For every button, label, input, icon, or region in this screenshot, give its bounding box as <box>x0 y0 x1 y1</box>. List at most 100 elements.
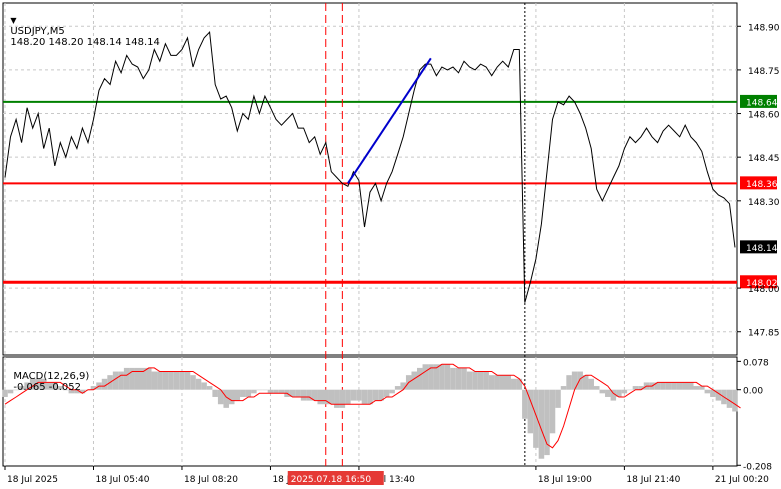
macd-histogram-bar <box>317 389 323 405</box>
macd-histogram-bar <box>168 371 174 390</box>
macd-histogram-bar <box>499 375 506 390</box>
price-tick-label: 148.00 <box>748 285 780 295</box>
macd-histogram-bar <box>240 389 246 397</box>
macd-histogram-bar <box>699 386 705 390</box>
macd-label: MACD(12,26,9) <box>13 371 90 382</box>
macd-histogram-bar <box>450 367 456 390</box>
macd-histogram-bar <box>328 389 335 405</box>
price-levels: 148.64 148.36 148.02 <box>3 94 778 289</box>
macd-histogram-bar <box>206 386 213 390</box>
macd-histogram-bar <box>627 389 633 391</box>
macd-histogram-bar <box>527 389 534 434</box>
macd-histogram-bar <box>433 364 440 390</box>
level-label-bg <box>740 176 777 190</box>
price-tick-label: 148.30 <box>748 198 780 208</box>
macd-histogram-bar <box>654 382 661 390</box>
macd-histogram-bar <box>151 371 158 390</box>
macd-histogram-bar <box>356 389 362 401</box>
macd-histogram-bar <box>223 389 229 408</box>
macd-histogram-bar <box>389 389 395 394</box>
macd-histogram-bar <box>461 367 467 390</box>
macd-histogram-bar <box>112 371 119 390</box>
macd-histogram-bar <box>577 371 583 390</box>
macd-histogram-bar <box>494 375 500 390</box>
macd-histogram-bar <box>372 389 379 401</box>
chart-header: ▼ USDJPY,M5 148.20 148.20 148.14 148.14 <box>4 4 160 48</box>
macd-histogram-bar <box>687 382 694 390</box>
price-line <box>4 30 736 303</box>
macd-histogram-bar <box>676 382 683 390</box>
macd-histogram-bar <box>422 364 429 390</box>
macd-histogram-bar <box>599 389 606 394</box>
macd-histogram-bar <box>638 386 644 390</box>
macd-histogram-bar <box>79 389 86 394</box>
macd-histogram-bar <box>228 389 235 405</box>
macd-histogram-bar <box>726 389 733 408</box>
macd-histogram-bar <box>544 389 550 456</box>
macd-histogram-bar <box>35 378 41 390</box>
macd-histogram-bar <box>24 382 30 390</box>
price-panel-border <box>2 2 738 356</box>
macd-histogram-bar <box>46 382 53 390</box>
macd-histogram-bar <box>428 364 434 390</box>
time-axis: 18 Jul 2025 18 Jul 05:40 18 Jul 08:20 18 Ju… <box>4 466 769 485</box>
macd-histogram-bar <box>245 389 252 397</box>
macd-histogram-bar <box>560 386 567 390</box>
time-tick-label: 18 Jul 19:00 <box>538 475 592 485</box>
macd-histogram-bar <box>555 389 561 408</box>
macd-histogram-bar <box>417 367 423 390</box>
time-tick-label: 18 Jul 21:40 <box>626 475 680 485</box>
macd-histogram-bar <box>57 386 64 390</box>
macd-histogram-bar <box>682 382 688 390</box>
macd-histogram-bar <box>411 371 418 390</box>
macd-panel <box>2 363 741 459</box>
macd-histogram-bar <box>273 389 279 394</box>
macd-histogram-bar <box>466 371 473 390</box>
macd-tick-label: 0.078 <box>743 358 769 368</box>
macd-histogram-bar <box>173 371 180 390</box>
time-tick-label: 18 Jul 05:40 <box>95 475 149 485</box>
macd-histogram-bar <box>129 367 135 390</box>
macd-histogram-bar <box>68 389 75 394</box>
macd-histogram-bar <box>593 386 600 390</box>
price-axis: 148.90 148.75 148.60 148.45 148.30 148.00 147.… <box>737 23 780 472</box>
macd-histogram-bar <box>732 389 738 412</box>
macd-histogram-bar <box>367 389 373 405</box>
macd-histogram-bar <box>18 386 25 390</box>
macd-histogram-bar <box>256 389 263 391</box>
macd-histogram-bar <box>488 375 495 390</box>
macd-histogram-bar <box>483 371 489 390</box>
macd-histogram-bar <box>704 389 711 394</box>
macd-header: MACD(12,26,9) -0.065 -0.052 <box>7 360 89 393</box>
macd-histogram-bar <box>616 389 622 397</box>
macd-histogram-bar <box>378 389 384 401</box>
level-label: 148.36 <box>746 180 778 190</box>
dropdown-arrow-icon[interactable]: ▼ <box>10 16 17 25</box>
macd-signal-line <box>4 363 741 449</box>
current-price-bg <box>740 240 777 254</box>
macd-histogram-bar <box>146 367 152 390</box>
macd-histogram-bar <box>212 389 218 397</box>
macd-histogram-bar <box>251 389 257 394</box>
macd-histogram-bar <box>444 364 451 390</box>
macd-histogram-bar <box>295 389 301 397</box>
macd-histogram-bar <box>101 378 108 390</box>
macd-histogram-bar <box>715 389 722 401</box>
macd-histogram-bar <box>2 389 8 397</box>
macd-histogram-bar <box>201 382 207 390</box>
macd-histogram-bar <box>383 389 390 397</box>
macd-histogram-bar <box>632 386 639 390</box>
macd-histogram-bar <box>472 371 478 390</box>
ohlc-values: 148.20 148.20 148.14 148.14 <box>10 37 160 48</box>
price-tick-label: 147.85 <box>748 329 780 339</box>
macd-histogram-bar <box>516 378 523 390</box>
time-tick-label: 18 Jul 13:40 <box>361 475 415 485</box>
symbol-label: USDJPY,M5 <box>10 26 65 37</box>
time-tick-label: 18 Jul 2025 <box>7 475 58 485</box>
macd-histogram-bar <box>118 371 124 390</box>
macd-histogram-bar <box>522 389 528 419</box>
highlight-time-label: 2025.07.18 16:50 <box>291 475 372 485</box>
macd-histogram-bar <box>339 389 346 408</box>
level-label-bg <box>740 94 777 108</box>
